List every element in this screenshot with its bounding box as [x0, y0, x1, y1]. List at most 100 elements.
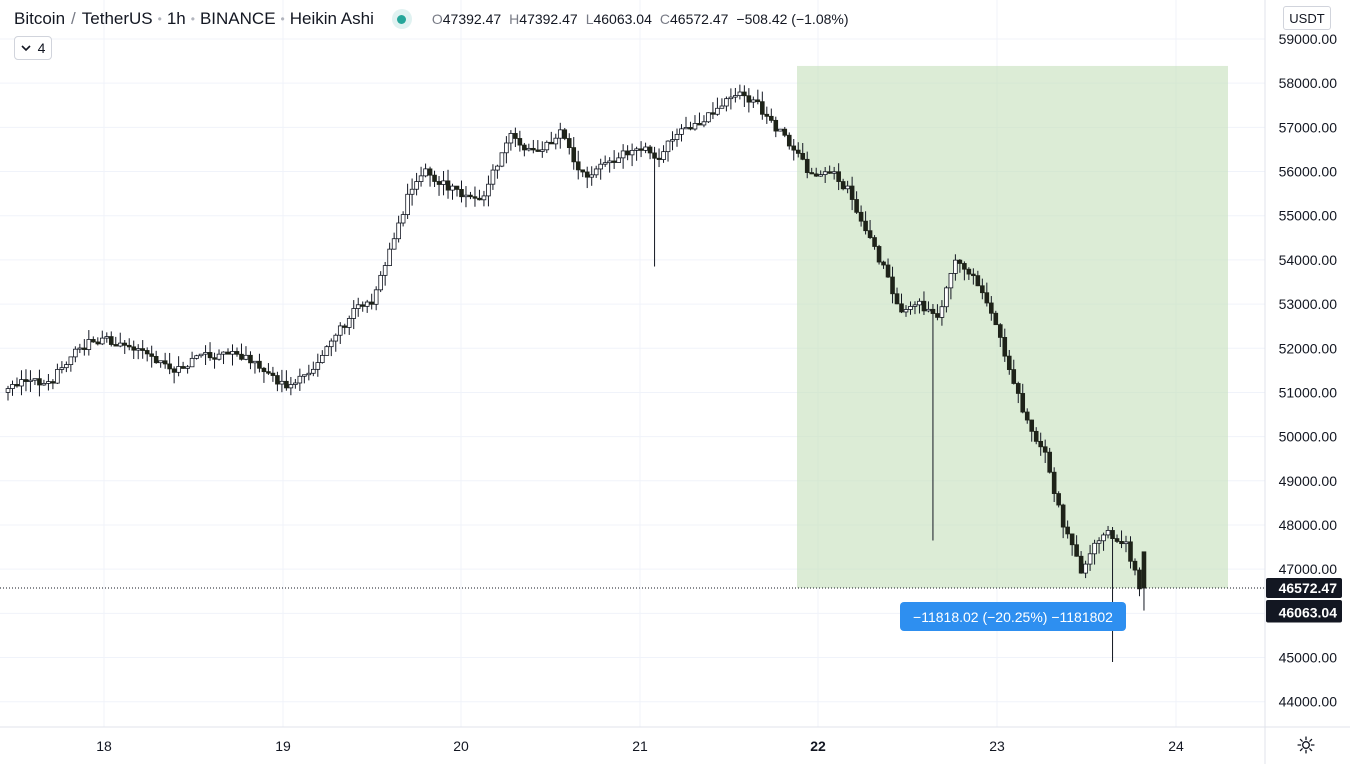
candle-body-up [117, 342, 123, 347]
candle-body-up [486, 183, 491, 197]
candle-body-down [212, 357, 217, 360]
candle-body-down [517, 138, 523, 146]
time-axis[interactable]: 18 19 20 21 22 23 24 [96, 738, 1184, 754]
candle-body-up [715, 107, 720, 115]
current-price-tag-bg [1266, 578, 1342, 599]
open-value: 47392.47 [442, 11, 502, 27]
candle-body-up [441, 180, 446, 185]
candle-body-up [683, 127, 689, 130]
candle-body-up [221, 351, 226, 355]
candle-body-down [1056, 493, 1061, 506]
candle-body-up [306, 372, 312, 376]
exchange-label[interactable]: BINANCE [199, 9, 276, 28]
candle-body-up [917, 300, 922, 306]
candle-body-down [760, 101, 765, 115]
candle-body-down [1024, 411, 1030, 421]
candle-body-down [1020, 393, 1026, 413]
price-tick-label: 57000.00 [1279, 119, 1338, 135]
candle-body-down [997, 324, 1003, 338]
candle-body-up [1105, 530, 1111, 536]
candle-body-up [104, 336, 110, 339]
candle-body-down [225, 351, 231, 355]
candle-body-up [288, 384, 294, 389]
candle-body-up [508, 133, 514, 144]
chart-legend[interactable]: Bitcoin / TetherUS • 1h • BINANCE • Heik… [14, 6, 849, 32]
candle-body-up [620, 150, 626, 159]
candle-body-up [926, 308, 931, 312]
candle-body-up [158, 360, 163, 364]
settings-button[interactable] [1294, 733, 1318, 757]
candle-body-up [230, 351, 235, 355]
candle-body-down [180, 366, 186, 369]
candle-body-up [845, 185, 850, 190]
candle-body-down [257, 360, 262, 369]
symbol-name[interactable]: Bitcoin [14, 9, 66, 28]
interval-label[interactable]: 1h [166, 9, 186, 28]
candle-body-down [266, 371, 271, 374]
chart-style-label[interactable]: Heikin Ashi [289, 9, 374, 28]
candle-body-down [95, 341, 101, 345]
candle-body-up [944, 287, 949, 308]
candle-body-up [10, 384, 15, 389]
candle-body-up [616, 157, 621, 163]
candle-body-up [544, 141, 550, 151]
candle-body-down [1110, 530, 1115, 539]
price-tick-label: 52000.00 [1279, 340, 1338, 356]
candle-body-down [454, 185, 460, 190]
time-tick-label: 18 [96, 738, 112, 754]
candle-body-down [432, 174, 437, 182]
dot-separator: • [157, 12, 162, 26]
market-status-icon[interactable] [391, 9, 412, 29]
candle-body-up [661, 151, 666, 160]
candle-body-down [369, 301, 374, 305]
open-key: O [431, 11, 443, 27]
candle-body-up [557, 129, 563, 139]
currency-button[interactable]: USDT [1283, 6, 1331, 30]
candle-body-down [566, 138, 572, 149]
candle-body-down [548, 141, 554, 145]
price-axis[interactable]: 59000.00 58000.00 57000.00 56000.00 55000.00… [1279, 31, 1338, 710]
candle-body-down [535, 149, 541, 152]
candle-body-up [1087, 553, 1093, 565]
low-key: L [585, 11, 594, 27]
measure-range-box[interactable] [797, 65, 1228, 589]
candle-body-up [28, 379, 33, 382]
candle-body-up [216, 353, 222, 360]
candle-body-down [638, 148, 644, 151]
slash-separator: / [71, 9, 76, 28]
candle-body-down [1042, 446, 1048, 453]
candle-body-up [728, 96, 734, 100]
candle-body-down [171, 368, 177, 373]
candle-body-up [68, 356, 74, 365]
candle-body-up [679, 128, 684, 135]
candle-body-down [149, 353, 154, 357]
candle-body-up [378, 274, 383, 291]
candle-body-up [324, 346, 330, 356]
candle-body-down [804, 158, 810, 173]
candle-body-up [719, 105, 725, 109]
price-tick-label: 58000.00 [1279, 75, 1338, 91]
candle-body-down [1060, 504, 1066, 528]
candle-body-up [553, 137, 559, 145]
measure-label[interactable]: −11818.02 (−20.25%) −1181802 [900, 602, 1126, 631]
price-axis-tags: 46572.4724:5046063.04 [1266, 578, 1342, 623]
indicators-toggle-button[interactable]: 4 [14, 36, 52, 60]
candle-body-up [733, 95, 738, 98]
candle-body-up [77, 347, 83, 350]
candle-body-up [32, 378, 38, 381]
candle-body-down [795, 149, 801, 154]
candle-body-down [108, 336, 114, 345]
candle-body-down [584, 171, 590, 178]
candle-body-up [185, 366, 190, 369]
price-tick-label: 55000.00 [1279, 208, 1338, 224]
high-value: 47392.47 [519, 11, 578, 27]
candle-body-down [1137, 569, 1142, 590]
candle-body-down [984, 292, 990, 304]
time-tick-label: 19 [275, 738, 291, 754]
candle-body-up [665, 140, 671, 153]
quote-name[interactable]: TetherUS [81, 9, 153, 28]
candle-body-down [248, 354, 253, 364]
candle-body-up [333, 334, 339, 342]
candle-body-down [531, 147, 536, 151]
